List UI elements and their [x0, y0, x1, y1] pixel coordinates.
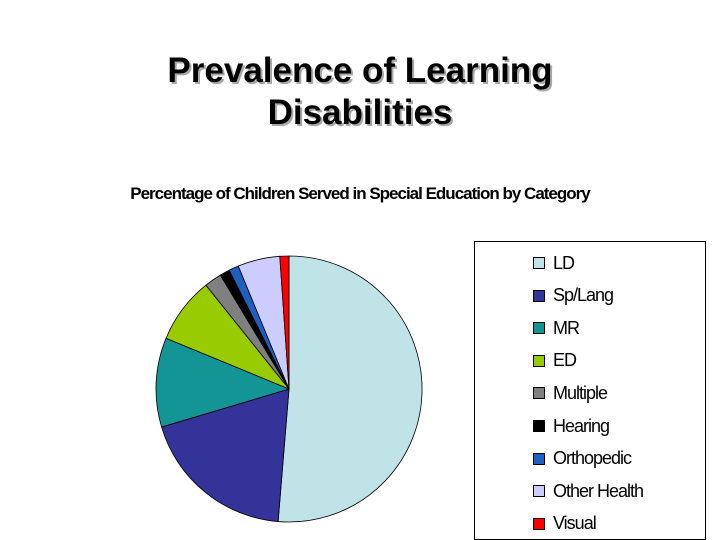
- legend-label: Multiple: [553, 382, 608, 403]
- legend-item: Hearing: [533, 415, 610, 437]
- legend-label: MR: [553, 317, 580, 338]
- slide-title-line-2: Disabilities: [267, 93, 453, 132]
- pie-slice-visual: [279, 255, 290, 390]
- pie-slice-ld: [277, 255, 423, 523]
- legend-label: Orthopedic: [553, 448, 632, 469]
- slide-title-line-1: Prevalence of Learning: [167, 51, 553, 90]
- legend-label: Hearing: [553, 415, 610, 436]
- chart-title: Percentage of Children Served in Special…: [130, 184, 590, 203]
- chart-legend: LD Sp/Lang MR ED Multiple Hearing Orthopedic Ot…: [474, 241, 706, 540]
- legend-label: Other Health: [553, 480, 644, 501]
- legend-swatch: [533, 387, 545, 400]
- slide-title: Prevalence of Learning Disabilities: [60, 50, 660, 134]
- legend-swatch: [533, 354, 545, 367]
- legend-label: ED: [553, 350, 577, 371]
- legend-swatch: [533, 517, 545, 530]
- legend-label: Visual: [553, 513, 597, 534]
- legend-item: ED: [533, 350, 577, 372]
- legend-swatch: [533, 420, 545, 432]
- pie-slice-sp-lang: [161, 388, 290, 522]
- legend-swatch: [533, 452, 545, 465]
- legend-item: Orthopedic: [533, 448, 632, 470]
- legend-item: Sp/Lang: [533, 285, 614, 307]
- legend-swatch: [533, 485, 545, 498]
- legend-item: Multiple: [533, 382, 608, 404]
- legend-item: LD: [533, 252, 575, 274]
- pie-slice-mr: [155, 337, 291, 428]
- legend-swatch: [533, 289, 545, 302]
- legend-item: MR: [533, 317, 580, 339]
- legend-item: Visual: [533, 513, 597, 535]
- legend-swatch: [533, 257, 545, 269]
- legend-swatch: [533, 322, 545, 335]
- legend-item: Other Health: [533, 480, 644, 502]
- legend-label: Sp/Lang: [553, 285, 614, 306]
- legend-label: LD: [553, 252, 575, 273]
